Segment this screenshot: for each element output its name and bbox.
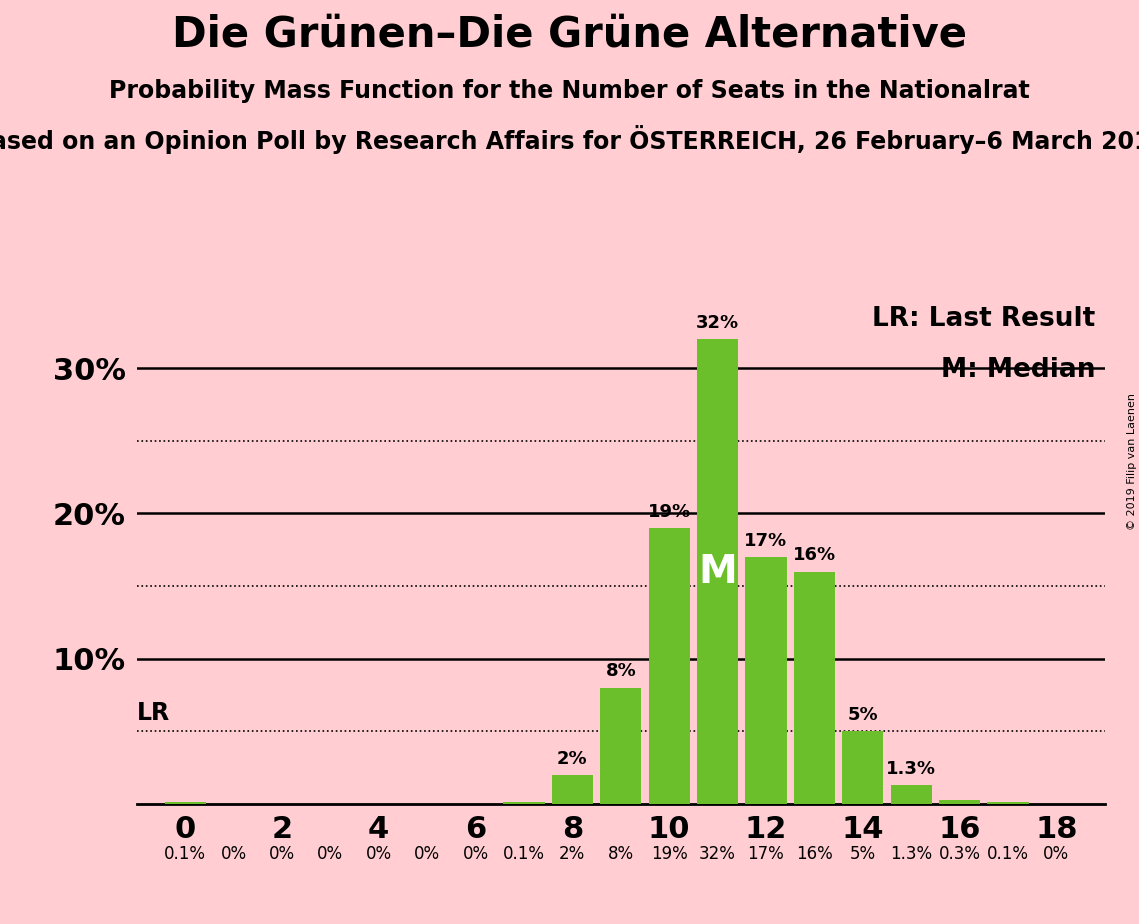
Text: M: M <box>698 553 737 590</box>
Text: 0%: 0% <box>415 845 440 863</box>
Text: 16%: 16% <box>793 546 836 565</box>
Text: 1.3%: 1.3% <box>891 845 932 863</box>
Text: 0.1%: 0.1% <box>164 845 206 863</box>
Text: 2%: 2% <box>557 749 588 768</box>
Text: 8%: 8% <box>606 663 636 680</box>
Bar <box>164 802 206 804</box>
Text: Die Grünen–Die Grüne Alternative: Die Grünen–Die Grüne Alternative <box>172 14 967 55</box>
Bar <box>939 799 981 804</box>
Text: 0%: 0% <box>269 845 295 863</box>
Text: 17%: 17% <box>745 532 787 550</box>
Text: M: Median: M: Median <box>941 357 1095 383</box>
Bar <box>842 731 884 804</box>
Text: Based on an Opinion Poll by Research Affairs for ÖSTERREICH, 26 February–6 March: Based on an Opinion Poll by Research Aff… <box>0 125 1139 153</box>
Text: 16%: 16% <box>796 845 833 863</box>
Bar <box>648 528 690 804</box>
Text: 0%: 0% <box>221 845 246 863</box>
Text: 0.1%: 0.1% <box>988 845 1029 863</box>
Text: 0%: 0% <box>318 845 343 863</box>
Bar <box>600 687 641 804</box>
Text: 0%: 0% <box>1043 845 1070 863</box>
Text: Probability Mass Function for the Number of Seats in the Nationalrat: Probability Mass Function for the Number… <box>109 79 1030 103</box>
Bar <box>551 775 593 804</box>
Text: 19%: 19% <box>650 845 688 863</box>
Text: 2%: 2% <box>559 845 585 863</box>
Text: 5%: 5% <box>850 845 876 863</box>
Bar <box>794 572 835 804</box>
Text: LR: LR <box>137 701 170 725</box>
Text: 0.3%: 0.3% <box>939 845 981 863</box>
Text: 32%: 32% <box>696 314 739 332</box>
Text: 1.3%: 1.3% <box>886 760 936 778</box>
Text: 32%: 32% <box>699 845 736 863</box>
Text: LR: Last Result: LR: Last Result <box>871 306 1095 332</box>
Text: © 2019 Filip van Laenen: © 2019 Filip van Laenen <box>1126 394 1137 530</box>
Text: 19%: 19% <box>648 503 690 521</box>
Text: 0.1%: 0.1% <box>503 845 544 863</box>
Bar <box>503 802 544 804</box>
Text: 17%: 17% <box>747 845 785 863</box>
Bar <box>697 339 738 804</box>
Bar <box>988 802 1029 804</box>
Text: 0%: 0% <box>462 845 489 863</box>
Bar <box>745 557 787 804</box>
Text: 5%: 5% <box>847 706 878 724</box>
Text: 8%: 8% <box>608 845 633 863</box>
Bar <box>891 785 932 804</box>
Text: 0%: 0% <box>366 845 392 863</box>
